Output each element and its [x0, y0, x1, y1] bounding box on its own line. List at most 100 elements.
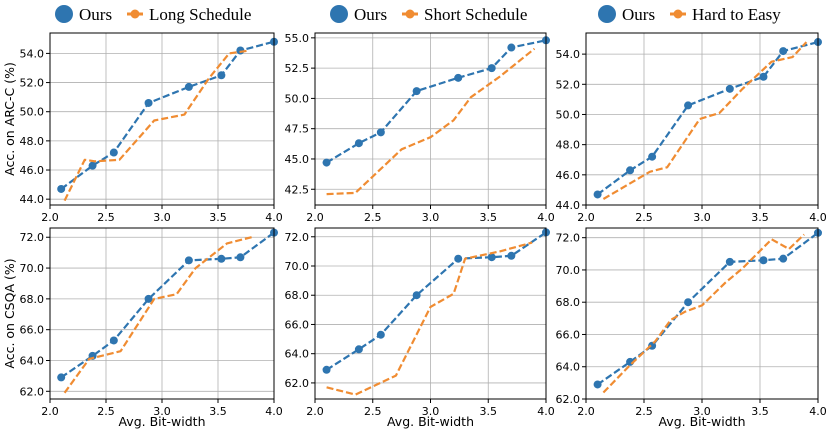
legend-marker-ours	[598, 5, 616, 23]
series-line-ours	[596, 41, 819, 196]
x-axis-label: Avg. Bit-width	[387, 414, 474, 429]
series-line-long-schedule	[63, 236, 252, 394]
y-tick-label: 68.0	[556, 296, 581, 309]
legend-label: Ours	[354, 5, 387, 24]
axes-frame	[314, 227, 547, 400]
data-point	[88, 161, 97, 170]
y-tick-label: 66.0	[556, 328, 581, 341]
x-tick-label: 2.0	[577, 405, 595, 418]
y-tick-label: 52.5	[285, 62, 310, 75]
y-tick-label: 50.0	[556, 108, 581, 121]
data-point	[322, 365, 331, 374]
x-tick-label: 3.5	[209, 211, 227, 224]
data-point	[236, 253, 245, 262]
legend-marker-variant-dot	[405, 9, 415, 19]
x-tick-label: 4.0	[265, 405, 283, 418]
x-tick-label: 3.0	[422, 211, 440, 224]
data-point	[412, 291, 421, 300]
subplot-1: 2.0 2.5 3.0 3.5 4.0 42.5 45.0 47.5 50.0 52.5 55.0	[285, 32, 555, 224]
legend-label: Hard to Easy	[692, 5, 781, 24]
y-tick-label: 64.0	[20, 354, 45, 367]
data-point	[759, 72, 768, 81]
legend-2: Ours Hard to Easy	[598, 5, 781, 24]
x-tick-label: 3.5	[209, 405, 227, 418]
y-tick-label: 44.0	[556, 199, 581, 212]
axes-frame	[49, 32, 275, 206]
y-tick-label: 70.0	[20, 262, 45, 275]
y-tick-label: 42.5	[285, 183, 310, 196]
y-tick-label: 64.0	[285, 348, 310, 361]
y-tick-label: 64.0	[556, 361, 581, 374]
y-tick-label: 72.0	[285, 231, 310, 244]
axes-frame	[585, 32, 819, 206]
data-point	[354, 345, 363, 354]
data-point	[507, 43, 516, 52]
y-tick-label: 44.0	[20, 193, 45, 206]
data-point	[648, 152, 657, 161]
x-tick-label: 3.0	[693, 405, 711, 418]
y-tick-label: 62.0	[20, 385, 45, 398]
legend-label: Long Schedule	[149, 5, 251, 24]
data-point	[109, 336, 118, 345]
x-axis-label: Avg. Bit-width	[658, 414, 745, 429]
x-tick-label: 2.5	[97, 405, 115, 418]
y-tick-label: 55.0	[285, 32, 310, 45]
x-tick-label: 2.0	[41, 211, 59, 224]
y-tick-label: 46.0	[20, 164, 45, 177]
x-tick-label: 3.5	[751, 405, 769, 418]
data-point	[779, 47, 788, 56]
series-line-short-schedule	[326, 241, 533, 396]
axes-frame	[585, 227, 819, 400]
y-tick-label: 47.5	[285, 123, 310, 136]
legend-label: Ours	[622, 5, 655, 24]
y-tick-label: 66.0	[20, 324, 45, 337]
legend-marker-ours	[330, 5, 348, 23]
y-tick-label: 72.0	[556, 232, 581, 245]
series-line-long-schedule	[63, 49, 250, 202]
data-point	[454, 254, 463, 263]
data-point	[759, 256, 768, 265]
data-point	[626, 166, 635, 175]
legend-0: Ours Long Schedule	[55, 5, 251, 24]
y-tick-label: 68.0	[285, 289, 310, 302]
subplot-2: 2.0 2.5 3.0 3.5 4.0 44.0 46.0 48.0 50.0 52.0 54.0	[556, 32, 827, 224]
data-point	[144, 294, 153, 303]
y-tick-label: 54.0	[20, 47, 45, 60]
x-tick-label: 2.5	[364, 405, 382, 418]
x-tick-label: 3.5	[751, 211, 769, 224]
data-point	[593, 380, 602, 389]
data-point	[779, 254, 788, 263]
axes-frame	[314, 32, 547, 206]
series-line-hard-to-easy	[602, 41, 808, 200]
y-tick-label: 50.0	[285, 92, 310, 105]
data-point	[354, 139, 363, 148]
x-tick-label: 2.5	[635, 211, 653, 224]
x-tick-label: 3.0	[153, 405, 171, 418]
data-point	[57, 184, 66, 193]
y-tick-label: 72.0	[20, 231, 45, 244]
data-point	[507, 251, 516, 260]
data-point	[376, 128, 385, 137]
y-tick-label: 70.0	[556, 264, 581, 277]
x-tick-label: 4.0	[265, 211, 283, 224]
y-axis-label: Acc. on ARC-C (%)	[2, 62, 17, 176]
x-tick-label: 3.0	[422, 405, 440, 418]
subplot-4: 2.0 2.5 3.0 3.5 4.0 62.0 64.0 66.0 68.0 70.0 72.0 A…	[285, 227, 555, 429]
legend-label: Ours	[79, 5, 112, 24]
subplot-5: 2.0 2.5 3.0 3.5 4.0 62.0 64.0 66.0 68.0 70.0 72.0 A…	[556, 227, 827, 429]
data-point	[57, 373, 66, 382]
series-line-hard-to-easy	[602, 233, 805, 394]
legend-label: Short Schedule	[424, 5, 527, 24]
series-line-ours	[326, 39, 547, 164]
data-point	[684, 101, 693, 110]
x-tick-label: 2.5	[97, 211, 115, 224]
y-tick-label: 62.0	[556, 393, 581, 406]
legend-marker-ours	[55, 5, 73, 23]
data-point	[684, 298, 693, 307]
legend-marker-variant-dot	[130, 9, 140, 19]
y-tick-label: 50.0	[20, 106, 45, 119]
data-point	[184, 82, 193, 91]
data-point	[725, 257, 734, 266]
y-tick-label: 66.0	[285, 318, 310, 331]
